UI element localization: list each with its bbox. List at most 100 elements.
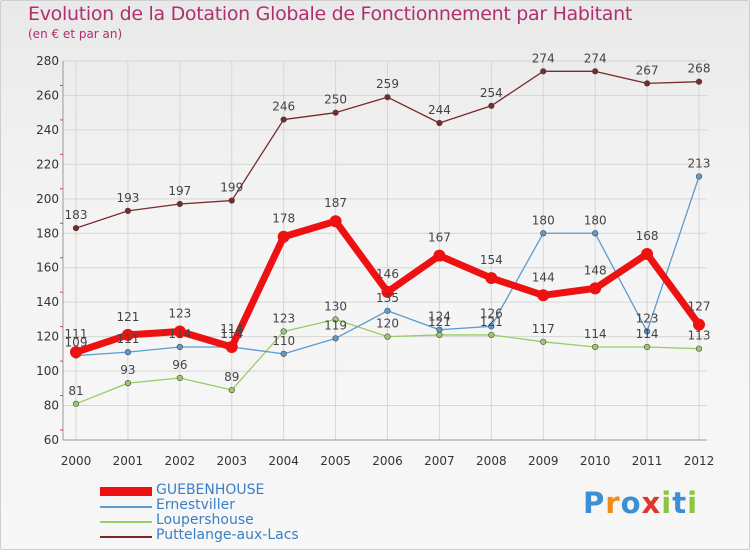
data-label: 113 [688, 329, 711, 343]
data-point [433, 249, 446, 262]
data-point [173, 325, 186, 338]
data-label: 121 [116, 310, 139, 324]
data-point [540, 230, 547, 237]
data-point [641, 247, 654, 260]
data-point [384, 94, 391, 101]
data-label: 111 [116, 332, 139, 346]
data-point [485, 272, 498, 285]
y-tick-label: 160 [36, 261, 59, 275]
legend-swatch [100, 520, 152, 523]
data-label: 146 [376, 267, 399, 281]
data-label: 193 [116, 191, 139, 205]
x-tick-label: 2008 [476, 454, 507, 468]
logo-letter: t [672, 486, 688, 520]
data-label: 259 [376, 77, 399, 91]
proxiti-logo: Proxiti [583, 486, 698, 520]
data-label: 268 [688, 62, 711, 76]
logo-letter: x [641, 486, 662, 520]
data-label: 127 [688, 300, 711, 314]
data-point [280, 328, 287, 335]
y-tick-label: 260 [36, 88, 59, 102]
data-label: 96 [172, 358, 187, 372]
y-tick-label: 220 [36, 157, 59, 171]
logo-letter: P [583, 486, 606, 520]
y-tick-label: 140 [36, 295, 59, 309]
data-label: 121 [480, 315, 503, 329]
data-point [695, 173, 703, 180]
data-label: 267 [636, 63, 659, 77]
data-label: 244 [428, 103, 451, 117]
data-label: 180 [532, 213, 555, 227]
data-label: 93 [120, 363, 135, 377]
plot-area [63, 61, 707, 440]
data-point [228, 197, 235, 204]
data-label: 114 [220, 327, 243, 341]
data-point [72, 400, 80, 407]
data-label: 119 [324, 318, 347, 332]
data-point [124, 380, 132, 387]
data-label: 124 [428, 310, 451, 324]
data-label: 123 [636, 311, 659, 325]
data-label: 114 [220, 322, 243, 336]
legend-swatch [100, 486, 152, 497]
data-point [592, 68, 599, 75]
data-point [643, 80, 651, 87]
logo-letter: r [605, 486, 621, 520]
legend-label: GUEBENHOUSE [156, 482, 265, 498]
data-label: 110 [272, 334, 295, 348]
data-label: 178 [272, 212, 295, 226]
x-tick-label: 2001 [113, 454, 144, 468]
data-label: 167 [428, 231, 451, 245]
data-label: 114 [584, 327, 607, 341]
data-label: 130 [324, 299, 347, 313]
data-point [488, 102, 495, 109]
data-label: 213 [688, 156, 711, 170]
data-point [121, 328, 134, 341]
data-point [540, 68, 547, 75]
data-point [436, 331, 443, 339]
data-label: 183 [65, 208, 88, 222]
data-label: 111 [65, 327, 88, 341]
data-label: 126 [480, 306, 503, 320]
data-label: 114 [168, 327, 191, 341]
data-point [332, 316, 339, 323]
y-tick-label: 240 [36, 123, 59, 137]
data-label: 254 [480, 86, 503, 100]
data-label: 135 [376, 291, 399, 305]
data-point [381, 285, 394, 298]
legend-label: Loupershouse [156, 512, 254, 528]
legend-label: Puttelange-aux-Lacs [156, 527, 299, 543]
x-tick-label: 2010 [580, 454, 611, 468]
x-tick-label: 2004 [268, 454, 299, 468]
x-tick-label: 2012 [684, 454, 715, 468]
y-tick-label: 60 [44, 433, 59, 447]
data-label: 117 [532, 322, 555, 336]
data-point [436, 119, 443, 127]
data-label: 197 [168, 184, 191, 198]
y-tick-label: 80 [44, 399, 59, 413]
x-tick-label: 2002 [165, 454, 196, 468]
logo-letter: i [661, 486, 673, 520]
data-point [124, 349, 132, 356]
data-point [592, 343, 599, 351]
data-point [332, 335, 339, 342]
y-tick-label: 120 [36, 330, 59, 344]
x-tick-label: 2011 [632, 454, 663, 468]
data-point [695, 78, 703, 85]
y-tick-label: 180 [36, 226, 59, 240]
data-label: 121 [428, 315, 451, 329]
data-point [277, 230, 290, 243]
data-label: 81 [68, 384, 83, 398]
chart-subtitle: (en € et par an) [28, 27, 123, 41]
data-point [592, 230, 599, 237]
y-tick-label: 280 [36, 54, 59, 68]
data-point [280, 116, 287, 123]
data-label: 123 [168, 306, 191, 320]
data-point [488, 323, 495, 330]
data-point [589, 282, 602, 295]
x-tick-label: 2003 [216, 454, 247, 468]
chart-title: Evolution de la Dotation Globale de Fonc… [28, 3, 633, 25]
data-point [176, 200, 183, 208]
data-point [384, 333, 391, 340]
